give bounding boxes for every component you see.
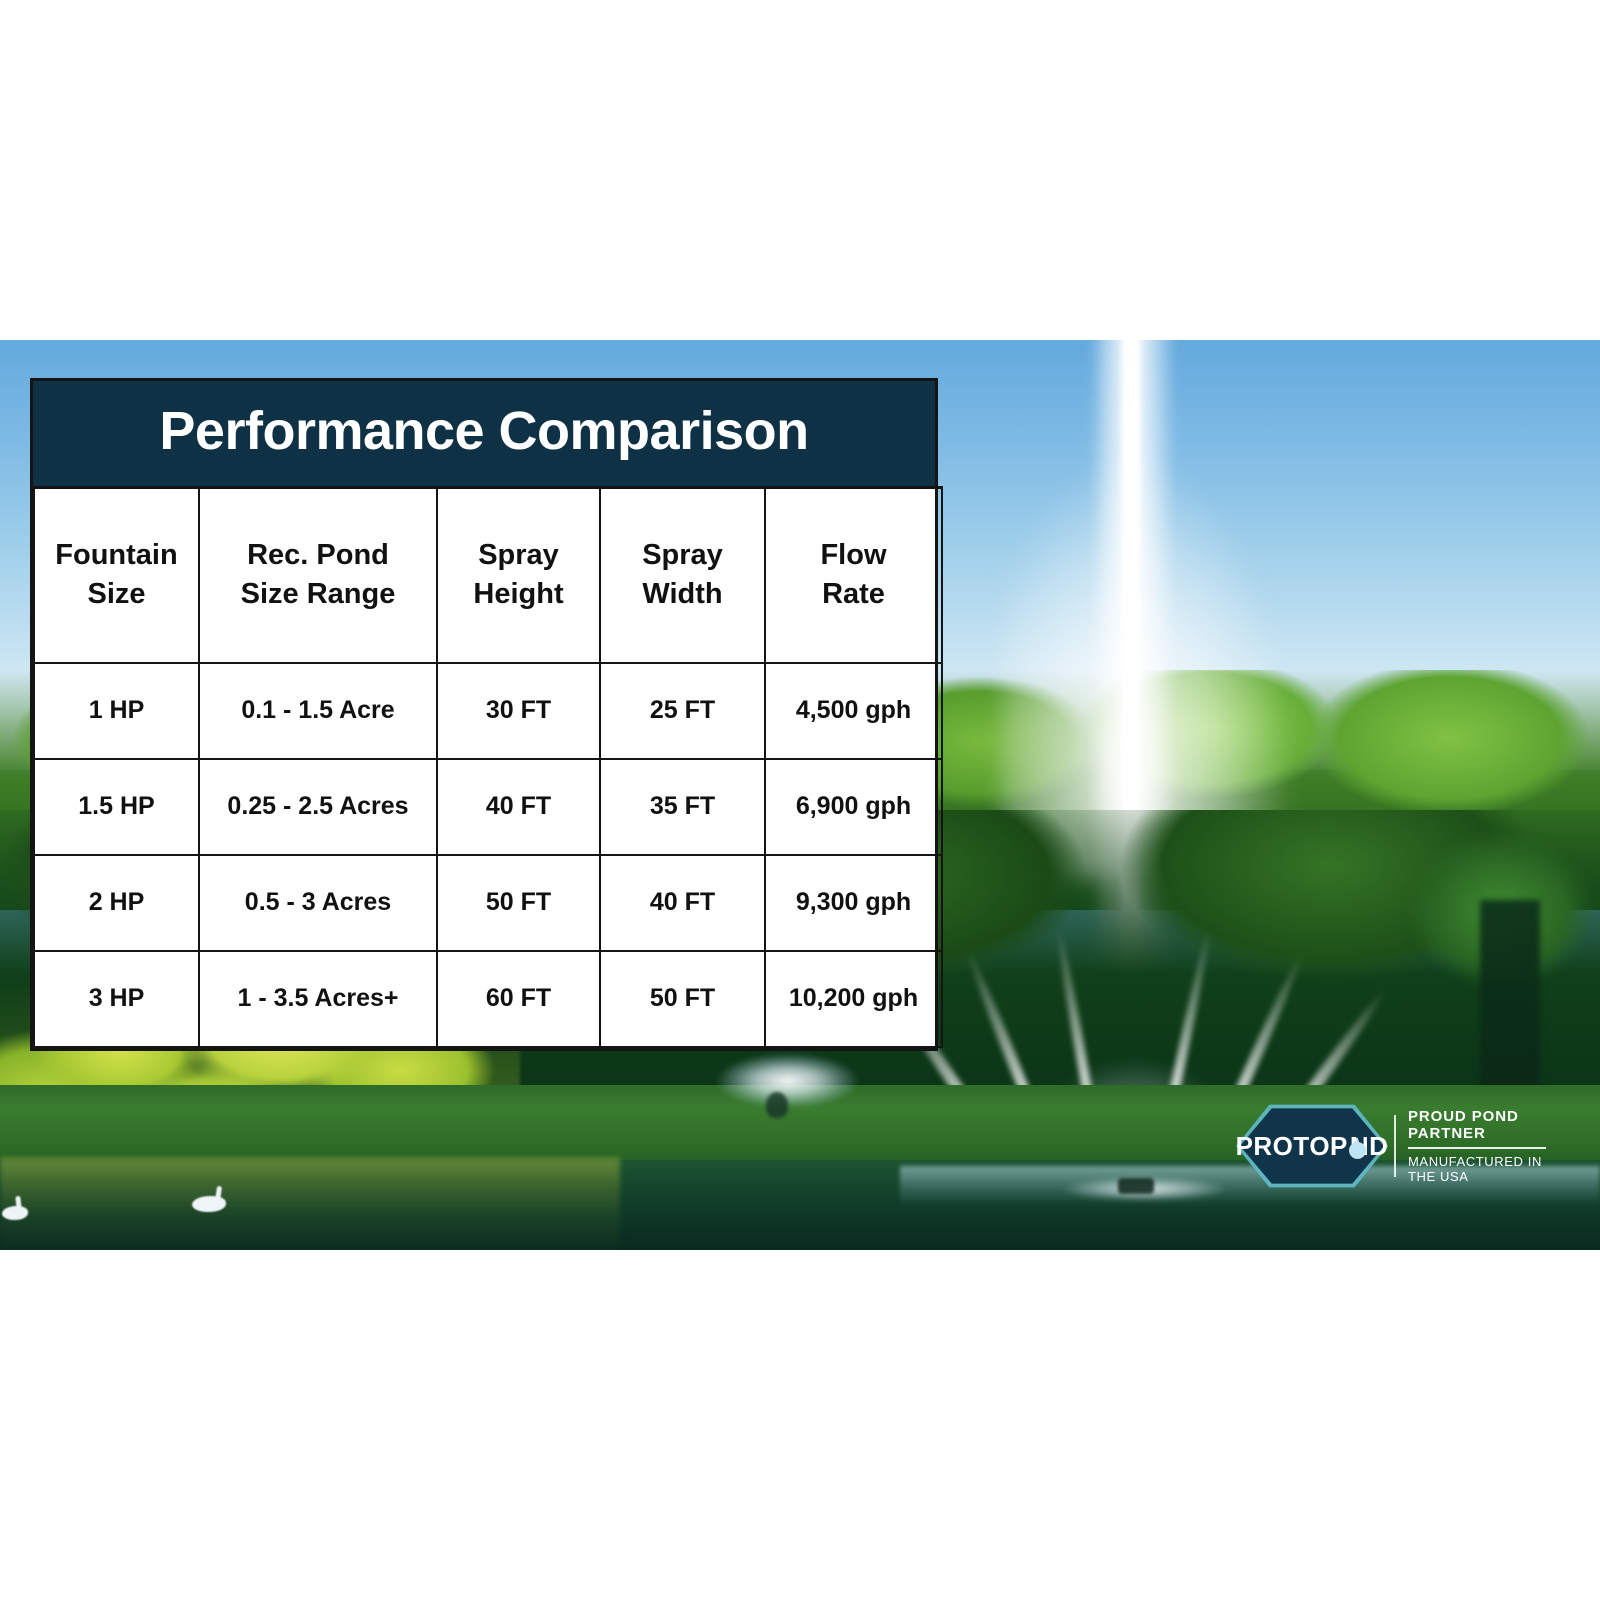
table-cell: 50 FT: [599, 949, 766, 1048]
water-reflection-left: [0, 1158, 620, 1250]
swan-left-b: [2, 1206, 28, 1220]
table-cell: 35 FT: [599, 757, 766, 856]
column-header-0: Fountain Size: [33, 486, 200, 664]
table-header-row: Fountain Size Rec. Pond Size Range Spray Heig…: [33, 486, 943, 664]
table-cell: 40 FT: [436, 757, 601, 856]
card-header: Performance Comparison: [33, 381, 935, 486]
page-title: Performance Comparison: [159, 401, 809, 461]
column-header-line: Width: [642, 578, 723, 611]
table-cell: 60 FT: [436, 949, 601, 1048]
logo-tagline: PROUD POND PARTNER MANUFACTURED IN THE U…: [1408, 1108, 1546, 1184]
tagline-rule: [1408, 1147, 1546, 1149]
table-body: 1 HP 0.1 - 1.5 Acre 30 FT 25 FT 4,500 gph 1.5…: [33, 661, 943, 1048]
right-tree-trunk: [1480, 900, 1540, 1120]
logo-divider: [1394, 1115, 1396, 1177]
background-fountain-spray: [700, 1040, 875, 1106]
column-header-line: Rec. Pond: [247, 539, 389, 572]
column-header-line: Flow: [820, 539, 887, 572]
column-header-1: Rec. Pond Size Range: [198, 486, 438, 664]
table-cell: 2 HP: [33, 853, 200, 952]
column-header-line: Size Range: [240, 578, 396, 611]
table-cell: 1 - 3.5 Acres+: [198, 949, 438, 1048]
logo-wordmark-pre: PROTOP: [1235, 1130, 1348, 1161]
column-header-line: Height: [473, 578, 564, 611]
table-cell: 10,200 gph: [764, 949, 943, 1048]
table-row: 3 HP 1 - 3.5 Acres+ 60 FT 50 FT 10,200 gph: [33, 949, 943, 1048]
table-cell: 1 HP: [33, 661, 200, 760]
table-cell: 9,300 gph: [764, 853, 943, 952]
column-header-line: Size: [87, 578, 146, 611]
column-header-line: Spray: [642, 539, 723, 572]
logo-wordmark: PROTOP ND: [1236, 1102, 1388, 1190]
tagline-line-2: MANUFACTURED IN THE USA: [1408, 1153, 1542, 1184]
column-header-3: Spray Width: [599, 486, 766, 664]
table-cell: 0.25 - 2.5 Acres: [198, 757, 438, 856]
table-cell: 0.1 - 1.5 Acre: [198, 661, 438, 760]
protopond-logo-lockup: PROTOP ND PROUD POND PARTNER MANUFACTURE…: [1236, 1100, 1546, 1192]
performance-table: Fountain Size Rec. Pond Size Range Spray Heig…: [33, 485, 943, 1048]
column-header-line: Rate: [822, 578, 885, 611]
table-cell: 25 FT: [599, 661, 766, 760]
swan-left-a: [192, 1196, 226, 1212]
table-cell: 4,500 gph: [764, 661, 943, 760]
column-header-line: Spray: [478, 539, 559, 572]
logo-hexagon-badge: PROTOP ND: [1236, 1102, 1388, 1190]
background-fountain-base: [766, 1092, 788, 1118]
table-head: Fountain Size Rec. Pond Size Range Spray Heig…: [33, 486, 943, 664]
water-shimmer: [900, 1166, 1600, 1206]
column-header-2: Spray Height: [436, 486, 601, 664]
column-header-line: Fountain: [55, 539, 178, 572]
table-cell: 6,900 gph: [764, 757, 943, 856]
table-cell: 40 FT: [599, 853, 766, 952]
table-cell: 0.5 - 3 Acres: [198, 853, 438, 952]
table-row: 1 HP 0.1 - 1.5 Acre 30 FT 25 FT 4,500 gph: [33, 661, 943, 760]
fountain-unit: [1118, 1178, 1154, 1194]
table-cell: 1.5 HP: [33, 757, 200, 856]
table-cell: 3 HP: [33, 949, 200, 1048]
tagline-line-1: PROUD POND PARTNER: [1408, 1108, 1519, 1143]
table-row: 1.5 HP 0.25 - 2.5 Acres 40 FT 35 FT 6,900 gp…: [33, 757, 943, 856]
column-header-4: Flow Rate: [764, 486, 943, 664]
table-row: 2 HP 0.5 - 3 Acres 50 FT 40 FT 9,300 gph: [33, 853, 943, 952]
table-cell: 50 FT: [436, 853, 601, 952]
performance-comparison-card: Performance Comparison Fountain Size Rec. …: [30, 378, 943, 1051]
table-cell: 30 FT: [436, 661, 601, 760]
